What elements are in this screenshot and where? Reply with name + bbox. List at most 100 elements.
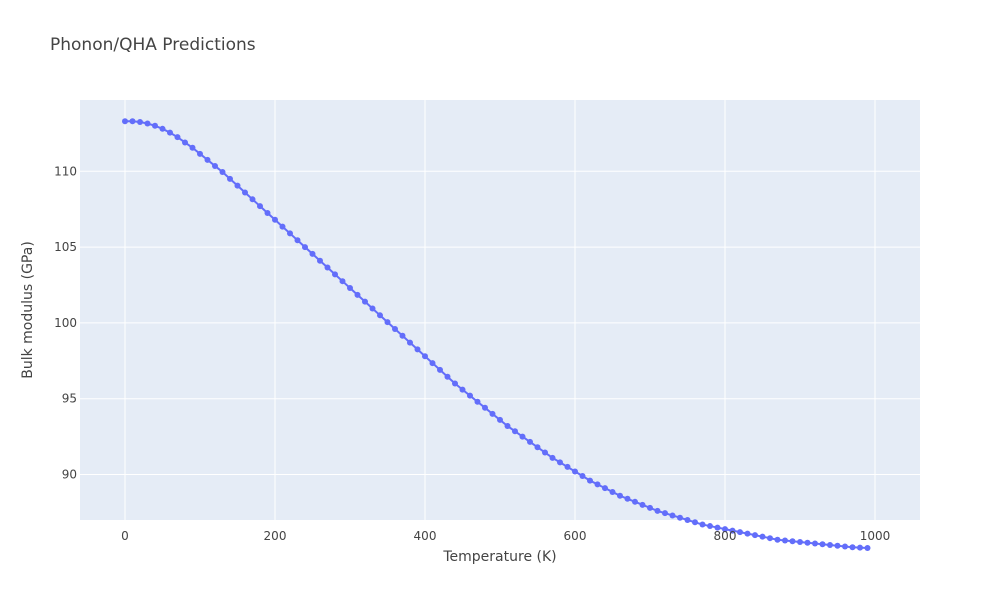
data-point[interactable] [369, 305, 376, 312]
data-point[interactable] [654, 507, 661, 514]
data-point[interactable] [152, 122, 158, 129]
data-point[interactable] [834, 542, 841, 549]
data-point[interactable] [332, 271, 338, 278]
data-point[interactable] [422, 353, 428, 360]
data-point[interactable] [467, 392, 473, 399]
data-point[interactable] [189, 144, 196, 151]
data-point[interactable] [354, 291, 361, 298]
data-point[interactable] [579, 473, 586, 480]
data-point[interactable] [287, 230, 293, 237]
data-point[interactable] [707, 523, 713, 530]
data-point[interactable] [849, 544, 856, 551]
data-point[interactable] [714, 524, 721, 531]
data-point[interactable] [729, 527, 736, 534]
data-point[interactable] [174, 134, 181, 141]
data-point[interactable] [744, 530, 751, 537]
data-point[interactable] [182, 139, 188, 146]
data-point[interactable] [789, 538, 796, 545]
data-point[interactable] [639, 501, 646, 508]
data-point[interactable] [774, 536, 781, 543]
data-point[interactable] [159, 125, 166, 132]
data-point[interactable] [564, 463, 571, 470]
data-point[interactable] [399, 332, 406, 339]
data-point[interactable] [227, 175, 233, 182]
data-point[interactable] [257, 203, 263, 210]
data-point[interactable] [279, 223, 286, 230]
data-point[interactable] [572, 468, 578, 475]
data-point[interactable] [512, 428, 518, 435]
data-point[interactable] [197, 150, 203, 157]
data-point[interactable] [527, 438, 533, 445]
data-point[interactable] [429, 360, 436, 367]
data-point[interactable] [294, 237, 301, 244]
data-point[interactable] [444, 373, 451, 380]
data-point[interactable] [827, 542, 833, 549]
data-point[interactable] [452, 380, 458, 387]
data-point[interactable] [384, 319, 391, 326]
data-point[interactable] [324, 264, 331, 271]
data-point[interactable] [857, 544, 863, 551]
data-point[interactable] [242, 189, 248, 196]
data-point[interactable] [842, 543, 848, 550]
data-point[interactable] [347, 285, 353, 292]
data-point[interactable] [309, 250, 316, 257]
data-point[interactable] [219, 169, 226, 176]
data-point[interactable] [632, 498, 638, 505]
data-point[interactable] [752, 532, 758, 539]
data-point[interactable] [669, 512, 676, 519]
data-point[interactable] [129, 118, 136, 125]
data-point[interactable] [587, 477, 593, 484]
data-point[interactable] [474, 398, 481, 405]
data-point[interactable] [144, 120, 151, 127]
data-point[interactable] [407, 339, 413, 346]
data-point[interactable] [204, 156, 211, 163]
data-point[interactable] [804, 539, 811, 546]
data-point[interactable] [797, 538, 803, 545]
data-point[interactable] [812, 540, 818, 547]
data-point[interactable] [782, 537, 788, 544]
data-point[interactable] [519, 433, 526, 440]
data-point[interactable] [377, 312, 383, 319]
data-point[interactable] [497, 416, 503, 423]
data-point[interactable] [317, 257, 323, 264]
data-point[interactable] [677, 514, 683, 521]
data-point[interactable] [557, 459, 563, 466]
data-point[interactable] [624, 495, 631, 502]
data-point[interactable] [264, 209, 271, 216]
data-point[interactable] [212, 162, 218, 169]
data-point[interactable] [137, 118, 143, 125]
data-point[interactable] [414, 346, 421, 353]
data-point[interactable] [767, 535, 773, 542]
data-point[interactable] [122, 118, 128, 125]
data-point[interactable] [684, 517, 691, 523]
data-point[interactable] [759, 533, 766, 540]
data-point[interactable] [437, 366, 443, 373]
data-point[interactable] [459, 386, 466, 393]
data-point[interactable] [549, 454, 556, 461]
data-point[interactable] [737, 529, 743, 536]
data-point[interactable] [617, 492, 623, 499]
data-point[interactable] [234, 182, 241, 189]
data-point[interactable] [489, 410, 496, 417]
data-point[interactable] [249, 196, 256, 203]
data-point[interactable] [609, 488, 616, 495]
data-point[interactable] [722, 526, 728, 533]
data-point[interactable] [692, 519, 698, 526]
data-point[interactable] [167, 129, 173, 136]
data-point[interactable] [302, 244, 308, 251]
data-point[interactable] [647, 504, 653, 511]
data-point[interactable] [392, 325, 398, 332]
data-point[interactable] [602, 485, 608, 492]
data-point[interactable] [339, 278, 346, 285]
data-point[interactable] [542, 449, 548, 456]
data-point[interactable] [699, 521, 706, 528]
data-point[interactable] [534, 444, 541, 451]
data-point[interactable] [864, 545, 871, 552]
data-point[interactable] [662, 510, 668, 517]
data-point[interactable] [594, 481, 601, 488]
data-point[interactable] [482, 404, 488, 411]
data-point[interactable] [362, 298, 368, 305]
data-point[interactable] [504, 422, 511, 429]
data-point[interactable] [272, 216, 278, 223]
data-point[interactable] [819, 541, 826, 548]
